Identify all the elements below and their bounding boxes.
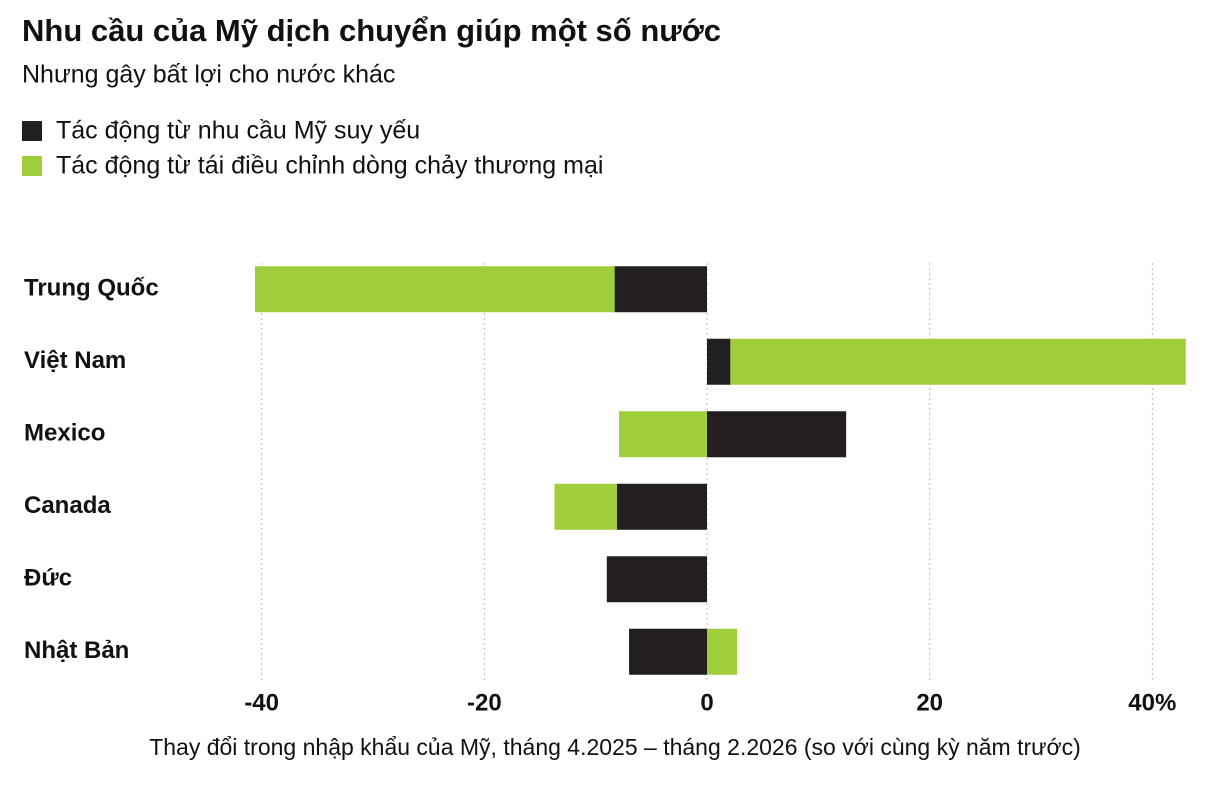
bar xyxy=(707,338,731,385)
bar xyxy=(554,483,617,530)
bar xyxy=(619,411,707,458)
x-axis-label: Thay đổi trong nhập khẩu của Mỹ, tháng 4… xyxy=(149,734,1081,760)
chart-subtitle: Nhưng gây bất lợi cho nước khác xyxy=(22,61,395,89)
legend-label: Tác động từ tái điều chỉnh dòng chảy thư… xyxy=(56,152,603,180)
x-tick-label: -20 xyxy=(467,689,502,716)
bar xyxy=(254,266,615,313)
category-label: Nhật Bản xyxy=(24,637,129,664)
x-tick-label: 40% xyxy=(1128,689,1176,716)
chart-title: Nhu cầu của Mỹ dịch chuyển giúp một số n… xyxy=(22,13,721,48)
category-label: Mexico xyxy=(24,420,105,447)
bar xyxy=(606,556,707,603)
bar xyxy=(707,411,847,458)
bar xyxy=(616,483,707,530)
bar xyxy=(629,628,707,675)
bar xyxy=(730,338,1186,385)
bar xyxy=(614,266,707,313)
category-label: Việt Nam xyxy=(24,347,126,374)
legend-swatch xyxy=(22,121,42,141)
category-label: Canada xyxy=(24,492,111,519)
grid xyxy=(261,263,1153,680)
x-tick-label: -40 xyxy=(244,689,279,716)
legend-swatch xyxy=(22,156,42,176)
bar xyxy=(707,628,738,675)
category-label: Trung Quốc xyxy=(24,275,159,302)
x-tick-label: 20 xyxy=(916,689,943,716)
x-tick-label: 0 xyxy=(700,689,713,716)
legend-label: Tác động từ nhu cầu Mỹ suy yếu xyxy=(56,117,420,145)
category-label: Đức xyxy=(24,565,72,592)
